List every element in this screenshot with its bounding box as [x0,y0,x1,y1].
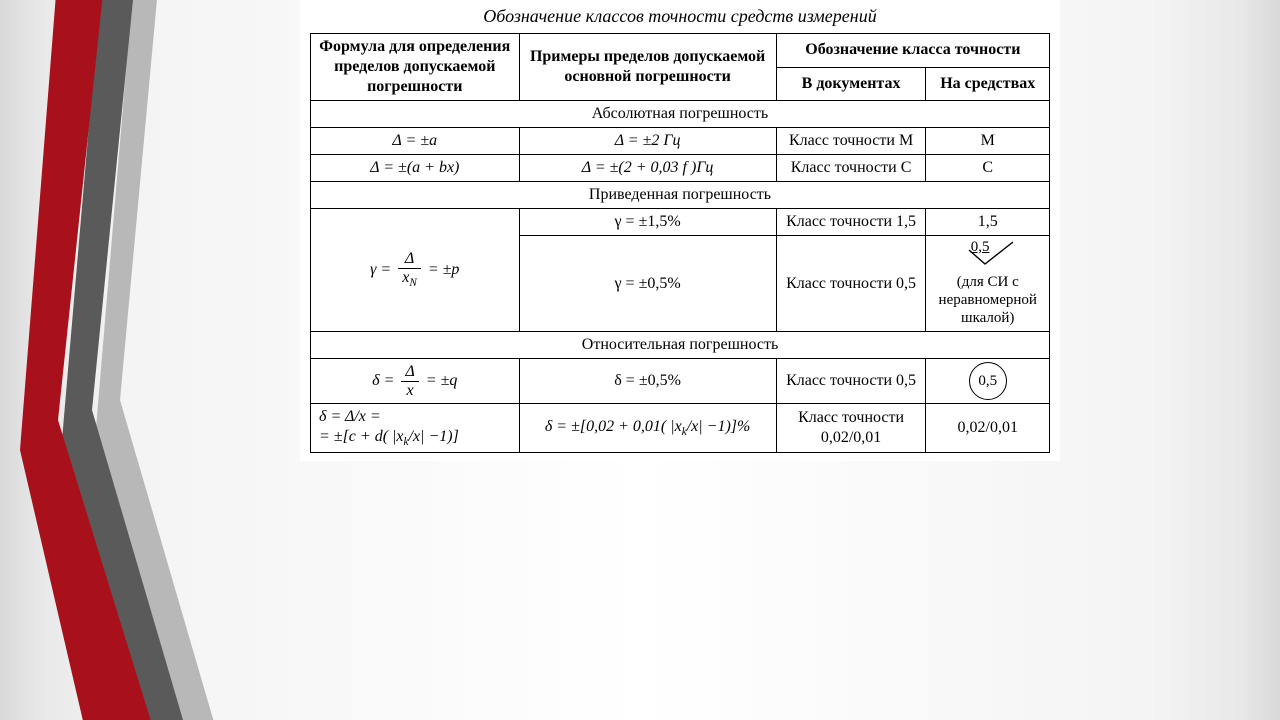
section-row-relative: Относительная погрешность [311,332,1050,359]
table-title: Обозначение классов точности средств изм… [300,2,1060,33]
cell-formula: Δ = ±a [311,128,520,155]
section-relative: Относительная погрешность [311,332,1050,359]
accuracy-class-table: Формула для определения пределов допуска… [310,33,1050,453]
table-header-row: Формула для определения пределов допуска… [311,34,1050,68]
cell-docs: Класс точности 0,5 [776,359,926,404]
col-header-designation: Обозначение класса точности [776,34,1049,68]
section-absolute: Абсолютная погрешность [311,101,1050,128]
cell-instr: 0,5 [926,359,1050,404]
cell-docs: Класс точности 0,5 [776,236,926,332]
cell-example: δ = ±[0,02 + 0,01( |xk/x| −1)]% [519,404,776,453]
section-reduced: Приведенная погрешность [311,182,1050,209]
cell-formula: Δ = ±(a + bx) [311,155,520,182]
cell-example: δ = ±0,5% [519,359,776,404]
cell-instr: 0,02/0,01 [926,404,1050,453]
cell-docs: Класс точности С [776,155,926,182]
cell-formula: δ = Δx = ±q [311,359,520,404]
col-header-docs: В документах [776,67,926,101]
cell-docs: Класс точности М [776,128,926,155]
cell-instr: 1,5 [926,209,1050,236]
cell-example: γ = ±1,5% [519,209,776,236]
cell-example: Δ = ±2 Гц [519,128,776,155]
cell-example: γ = ±0,5% [519,236,776,332]
cell-docs: Класс точности 1,5 [776,209,926,236]
table-row: Δ = ±a Δ = ±2 Гц Класс точности М М [311,128,1050,155]
cell-example: Δ = ±(2 + 0,03 f )Гц [519,155,776,182]
table-row: Δ = ±(a + bx) Δ = ±(2 + 0,03 f )Гц Класс… [311,155,1050,182]
cell-instr: М [926,128,1050,155]
table-row: γ = ΔxN = ±p γ = ±1,5% Класс точности 1,… [311,209,1050,236]
table-row: δ = Δx = ±q δ = ±0,5% Класс точности 0,5… [311,359,1050,404]
circle-marker: 0,5 [969,362,1007,400]
col-header-instr: На средствах [926,67,1050,101]
cell-instr: 0,5 (для СИ с неравно­мерной шкалой) [926,236,1050,332]
slide-decor [0,0,320,720]
cell-docs: Класс точности 0,02/0,01 [776,404,926,453]
cell-formula: δ = Δ/x = = ±[c + d( |xk/x| −1)] [311,404,520,453]
cell-formula: γ = ΔxN = ±p [311,209,520,332]
col-header-formula: Формула для определения пределов допуска… [311,34,520,101]
section-row-reduced: Приведенная погрешность [311,182,1050,209]
col-header-examples: Примеры пределов допускаемой основной по… [519,34,776,101]
cell-instr: С [926,155,1050,182]
table-card: Обозначение классов точности средств изм… [300,0,1060,461]
section-row-absolute: Абсолютная погрешность [311,101,1050,128]
checkmark-icon: 0,5 [963,240,1013,266]
table-row: δ = Δ/x = = ±[c + d( |xk/x| −1)] δ = ±[0… [311,404,1050,453]
